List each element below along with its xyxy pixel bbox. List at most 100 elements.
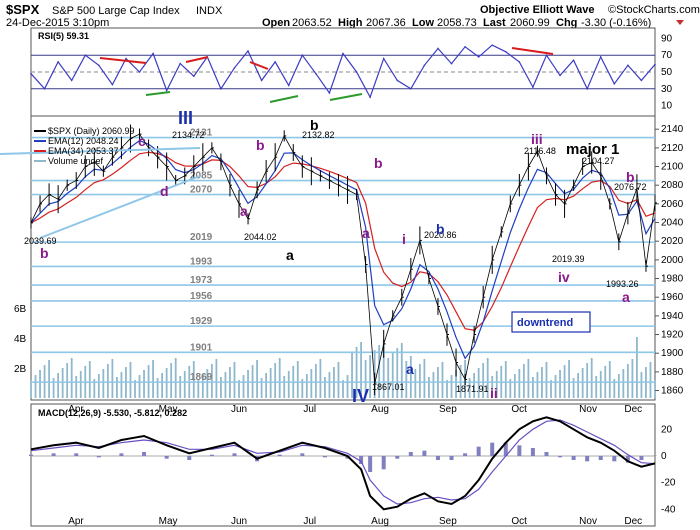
- rsi-point: [559, 74, 561, 77]
- volume-bar: [513, 374, 516, 398]
- rsi-tick-label: 30: [661, 84, 673, 95]
- macd-histogram-bar: [368, 456, 373, 472]
- ema12-line: [30, 139, 656, 360]
- x-tick-label-Jul: Jul: [303, 404, 316, 415]
- wave-label-iii: iii: [531, 131, 543, 147]
- chg-value: -3.30 (-0.16%): [581, 17, 651, 29]
- wave-label-iv: iv: [558, 269, 570, 285]
- volume-bar: [581, 368, 584, 398]
- volume-bar: [30, 380, 32, 398]
- volume-bar: [201, 374, 204, 398]
- volume-bar: [378, 345, 381, 398]
- volume-tick-label: 6B: [14, 304, 27, 315]
- rsi-point: [518, 61, 521, 63]
- macd-histogram-bar: [476, 446, 481, 456]
- price-label-2039.69: 2039.69: [24, 236, 57, 246]
- x-tick-label-Dec: Dec: [624, 404, 642, 415]
- wave-label-b: b: [310, 117, 319, 133]
- rsi-point: [111, 83, 114, 86]
- x-tick-label-Oct: Oct: [511, 404, 527, 415]
- x-tick-label-Apr: Apr: [68, 404, 84, 415]
- level-label-2070: 2070: [190, 185, 213, 196]
- macd-histogram-bar: [435, 456, 440, 460]
- volume-bar: [396, 348, 399, 398]
- volume-bar: [360, 342, 362, 398]
- volume-bar: [152, 360, 154, 398]
- rsi-point: [396, 79, 399, 82]
- macd-x-tick-label-Aug: Aug: [371, 516, 389, 527]
- rsi-point: [586, 88, 588, 90]
- rsi-point: [57, 61, 59, 63]
- rsi-point: [477, 56, 480, 58]
- volume-bar: [640, 372, 643, 398]
- wave-label-c: c: [138, 133, 146, 149]
- rsi-tick-label: 70: [661, 50, 673, 61]
- rsi-point: [274, 61, 276, 63]
- macd-histogram-bar: [381, 456, 386, 470]
- macd-line: [30, 416, 656, 511]
- volume-bar: [79, 371, 82, 398]
- low-label: Low: [412, 17, 434, 29]
- volume-bar: [260, 378, 263, 398]
- rsi-point: [233, 67, 236, 69]
- volume-bar: [57, 373, 60, 398]
- price-tick-label: 2140: [661, 124, 684, 135]
- wave-label-d: d: [160, 183, 169, 199]
- rsi-point: [328, 92, 331, 94]
- volume-bar: [305, 374, 308, 398]
- volume-bar: [143, 370, 145, 398]
- volume-bar: [351, 352, 353, 398]
- chart-exchange: INDX: [196, 5, 223, 17]
- rsi-point: [179, 62, 182, 65]
- rsi-point: [287, 84, 290, 87]
- macd-histogram-bar: [51, 453, 56, 456]
- volume-bar: [545, 362, 548, 398]
- downtrend-label: downtrend: [517, 317, 573, 329]
- macd-histogram-bar: [422, 450, 427, 456]
- volume-bar: [134, 380, 136, 398]
- rsi-point: [165, 89, 168, 92]
- volume-bar: [174, 358, 177, 398]
- macd-histogram-bar: [585, 456, 590, 462]
- macd-histogram-bar: [530, 448, 535, 456]
- volume-bar: [238, 380, 240, 398]
- wave-label-ii: ii: [490, 385, 498, 401]
- chart-symbol: $SPX: [6, 2, 40, 17]
- volume-bar: [491, 376, 494, 398]
- volume-bar: [39, 370, 41, 398]
- rsi-point: [138, 71, 141, 73]
- volume-bar: [48, 360, 50, 398]
- rsi-point: [260, 79, 263, 82]
- volume-tick-label: 2B: [14, 364, 27, 375]
- volume-bar: [66, 363, 69, 398]
- volume-bar: [161, 373, 164, 398]
- volume-bar: [296, 361, 299, 398]
- level-label-1993: 1993: [190, 256, 213, 267]
- legend-entry: $SPX (Daily) 2060.99: [48, 126, 135, 136]
- wave-label-b: b: [40, 245, 49, 261]
- volume-bar: [337, 362, 340, 398]
- macd-tick-label: -40: [661, 504, 676, 515]
- volume-bar: [233, 362, 236, 398]
- macd-histogram-bar: [74, 453, 79, 456]
- macd-panel: [30, 403, 656, 527]
- macd-histogram-bar: [639, 456, 644, 460]
- volume-bar: [595, 376, 598, 398]
- price-tick-label: 1980: [661, 274, 684, 285]
- rsi-point: [532, 86, 534, 88]
- price-label-2104.27: 2104.27: [582, 156, 615, 166]
- price-tick-label: 2000: [661, 255, 684, 266]
- x-tick-label-Nov: Nov: [579, 404, 597, 415]
- macd-title: MACD(12,26,9) -5.530, -5.812, 0.282: [38, 408, 187, 418]
- rsi-point: [464, 46, 466, 48]
- volume-bar: [450, 375, 453, 398]
- volume-bar: [428, 377, 430, 398]
- wave-label-a: a: [240, 203, 248, 219]
- rsi-point: [640, 79, 643, 82]
- rsi-tick-label: 90: [661, 33, 673, 44]
- price-tick-label: 1920: [661, 330, 684, 341]
- rsi-red-trendline: [185, 56, 209, 63]
- macd-histogram-bar: [490, 442, 495, 456]
- volume-bar: [156, 378, 159, 398]
- volume-bar: [405, 361, 408, 398]
